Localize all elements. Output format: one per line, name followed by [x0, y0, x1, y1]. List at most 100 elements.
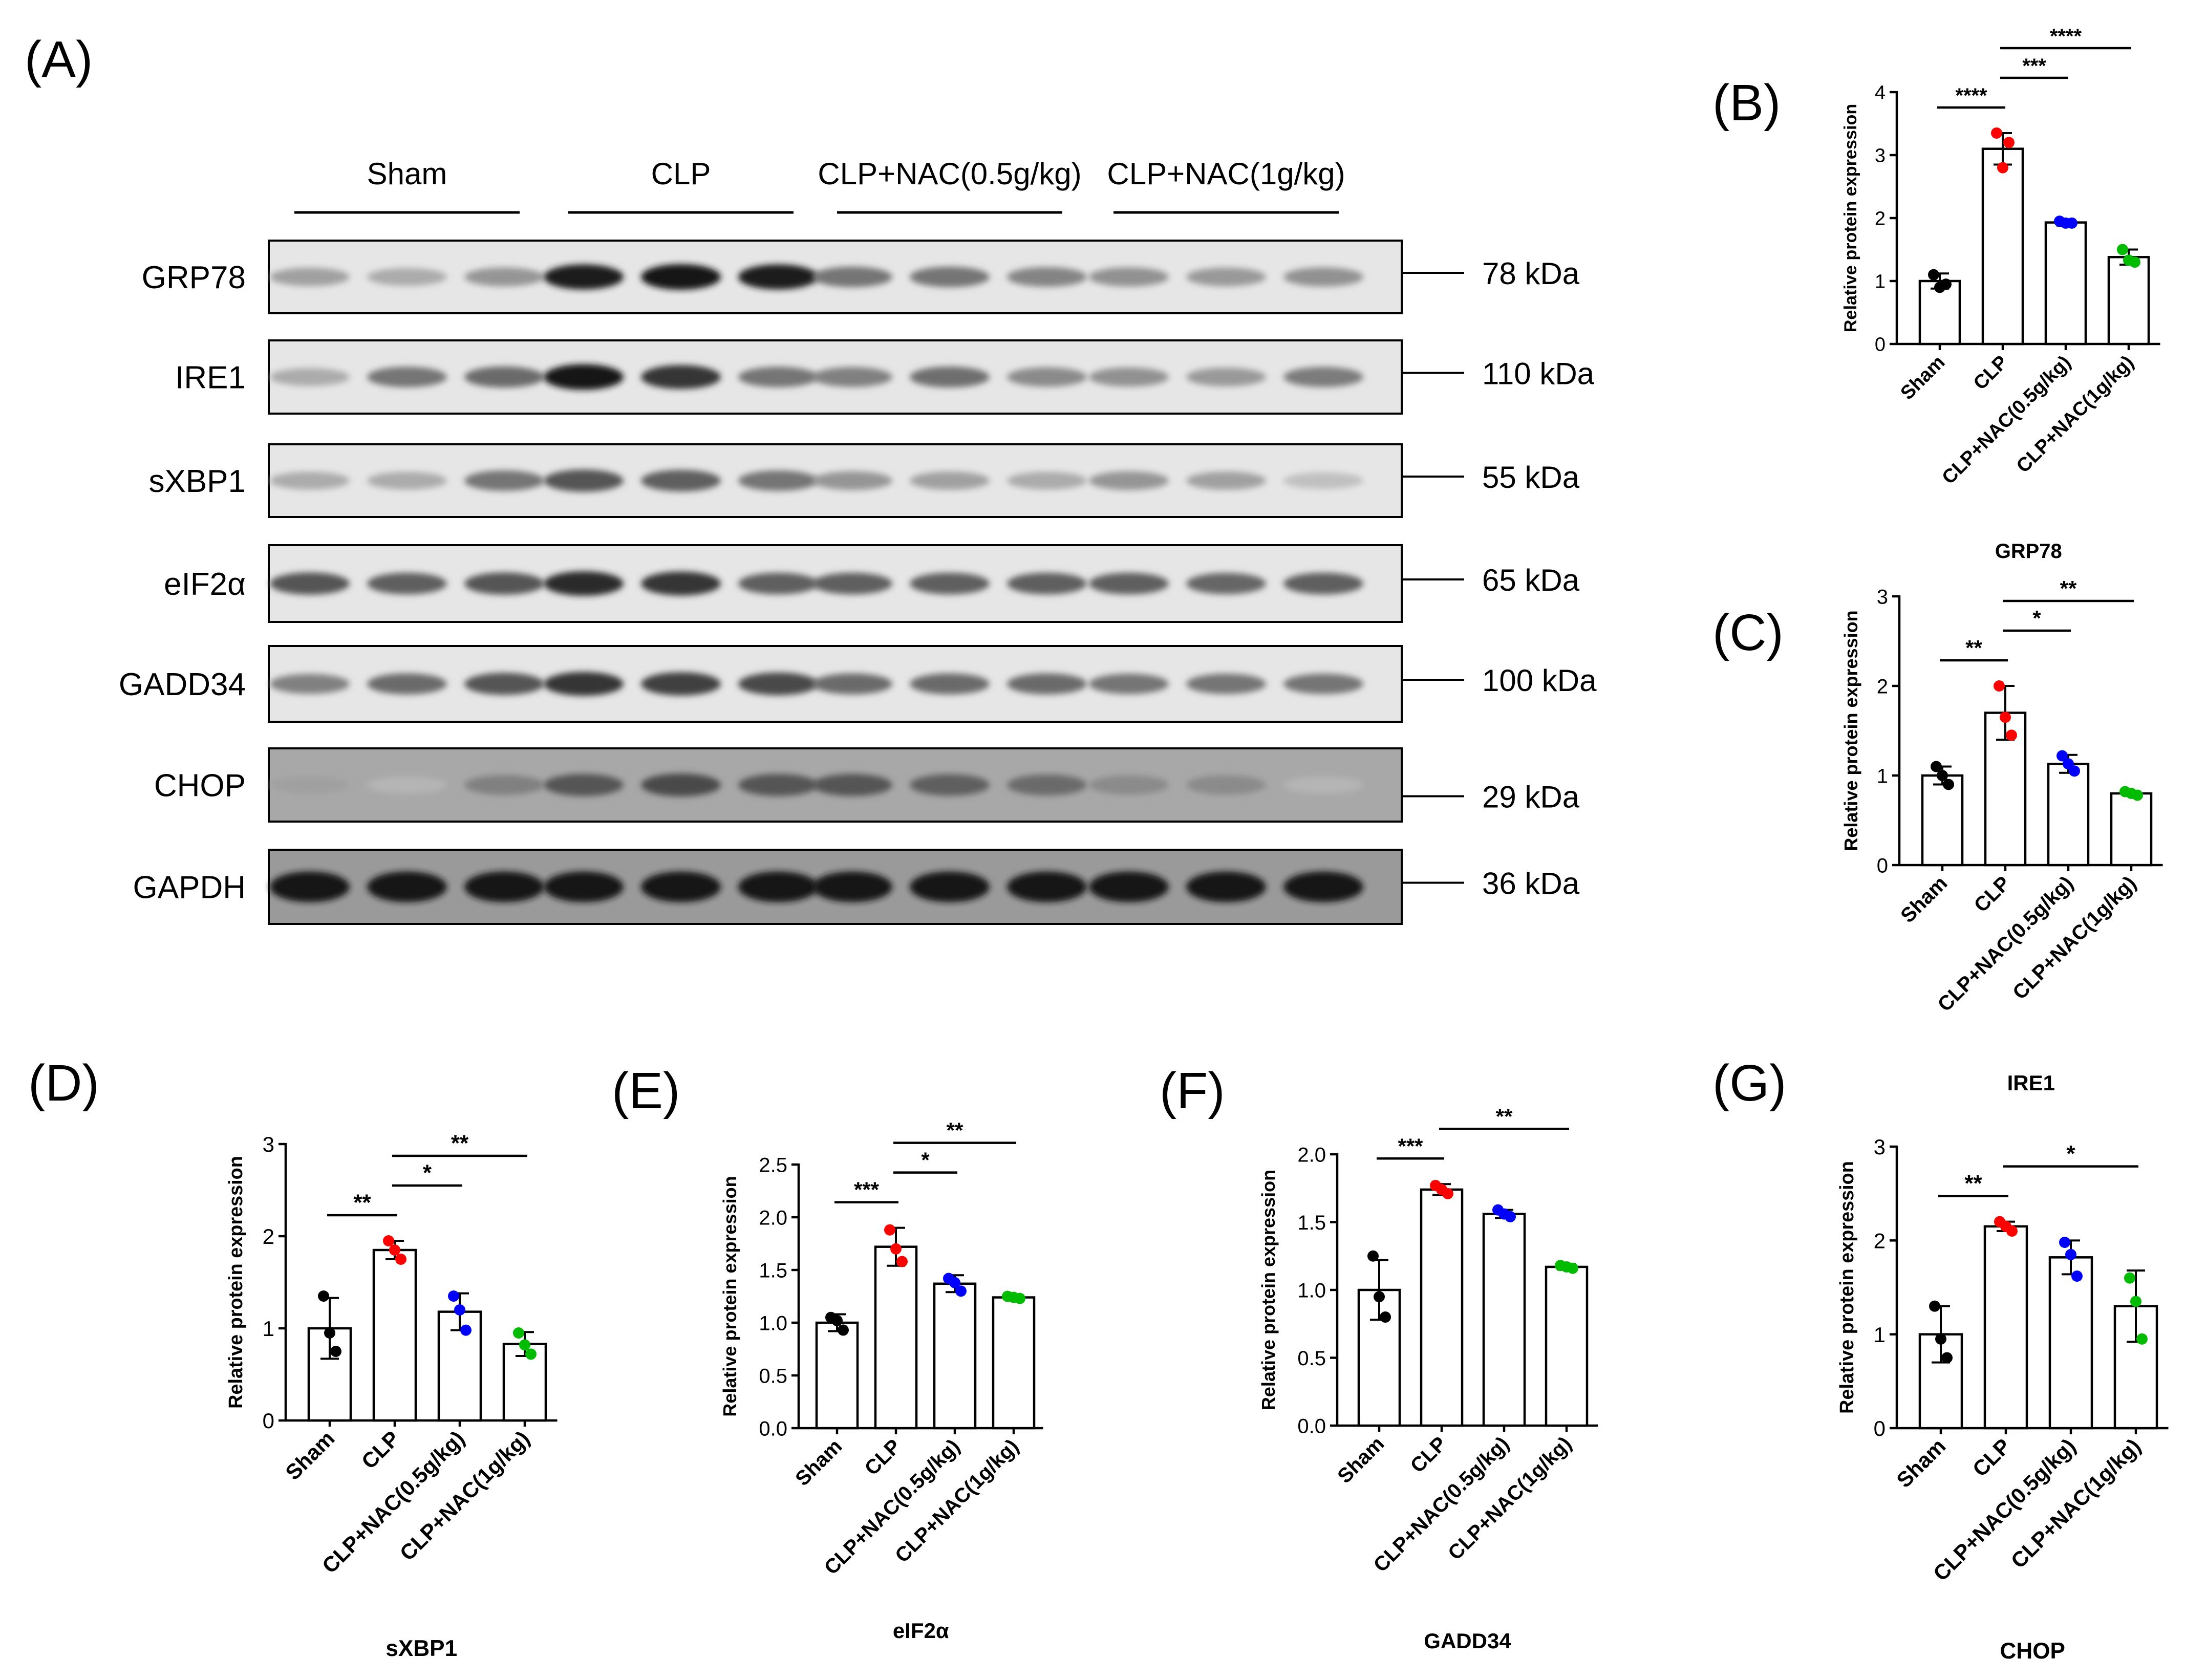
blot-band: [1186, 775, 1266, 795]
blot-band: [641, 469, 721, 492]
y-tick-label: 1.0: [759, 1312, 787, 1334]
data-point: [1008, 1291, 1019, 1303]
y-axis-label: Relative protein expression: [225, 1156, 247, 1409]
blot-band: [738, 367, 818, 387]
data-point: [890, 1243, 902, 1255]
bar-clp-nac-0-5g-kg: [1482, 1213, 1526, 1427]
x-tick-label: Sham: [281, 1426, 339, 1484]
blot-band: [738, 470, 818, 491]
x-tick-label: CLP: [1406, 1432, 1451, 1477]
y-tick-label: 0.0: [759, 1417, 787, 1440]
chart-title: IRE1: [2007, 1071, 2055, 1095]
y-tick-label: 3: [263, 1132, 274, 1156]
blot-band: [367, 367, 447, 387]
data-point: [460, 1324, 472, 1336]
blot-band: [544, 364, 624, 390]
data-point: [318, 1290, 329, 1302]
blot-band: [1186, 471, 1266, 490]
data-point: [1436, 1183, 1447, 1195]
y-tick-label: 0: [1874, 1416, 1886, 1440]
data-point: [1935, 1333, 1946, 1345]
significance-label: *: [2032, 606, 2041, 630]
data-point: [1934, 282, 1945, 293]
data-point: [1994, 680, 2005, 692]
blot-band: [464, 470, 544, 491]
blot-band: [464, 572, 544, 595]
panel-e: (E) 0.0 0.5 1.0 1.5 2.0 2.5 Relative protein e…: [612, 1062, 1043, 1643]
blot-group-label: CLP: [651, 157, 711, 191]
blot-band: [641, 773, 721, 796]
blot-band: [1089, 267, 1169, 287]
blot-band: [910, 572, 990, 595]
blot-band: [812, 572, 892, 595]
blot-band: [464, 673, 544, 695]
x-tick-label: CLP: [1968, 1434, 2016, 1481]
blot-band: [367, 673, 447, 695]
mw-label: 36 kDa: [1482, 867, 1580, 901]
x-tick-label: Sham: [1892, 1434, 1950, 1492]
blot-row-chop: CHOP 29 kDa: [154, 747, 1580, 823]
blot-band: [738, 672, 818, 696]
blot-band: [1089, 471, 1169, 490]
data-point: [454, 1304, 465, 1316]
data-point: [1931, 761, 1942, 772]
blot-band: [464, 366, 544, 388]
protein-label: CHOP: [154, 768, 246, 804]
data-point: [1941, 1352, 1953, 1364]
protein-label: eIF2α: [164, 567, 246, 602]
x-tick-label: CLP: [357, 1426, 404, 1474]
blot-band: [367, 776, 447, 794]
y-tick-label: 1: [263, 1317, 274, 1341]
data-point: [1374, 1291, 1385, 1303]
blot-band: [910, 673, 990, 695]
bar-clp-nac-1g-kg: [992, 1296, 1036, 1430]
significance-label: **: [1964, 1171, 1982, 1196]
chart-title: eIF2α: [893, 1619, 949, 1643]
protein-label: IRE1: [175, 360, 246, 396]
blot-band: [1186, 673, 1266, 695]
y-tick-label: 4: [1875, 82, 1886, 104]
blot-band: [738, 264, 818, 290]
blot-band: [641, 365, 721, 389]
y-tick-label: 0: [1877, 854, 1888, 877]
data-point: [324, 1327, 335, 1339]
mw-label: 65 kDa: [1482, 563, 1580, 597]
x-tick-label: Sham: [1896, 872, 1952, 927]
data-point: [383, 1235, 394, 1246]
y-tick-label: 1.0: [1297, 1279, 1326, 1302]
y-tick-label: 1: [1874, 1323, 1886, 1347]
bar-clp: [1420, 1188, 1464, 1427]
blot-band: [738, 871, 818, 902]
protein-label: GRP78: [142, 260, 246, 295]
y-axis-label: Relative protein expression: [1836, 1161, 1858, 1414]
data-point: [2130, 1296, 2141, 1307]
y-axis-label: Relative protein expression: [1841, 104, 1860, 333]
blot-band: [1007, 673, 1087, 695]
blot-band: [367, 871, 447, 902]
data-point: [1928, 269, 1939, 281]
blot-band: [1186, 871, 1266, 902]
bar-clp-nac-1g-kg: [1545, 1265, 1589, 1427]
blot-band: [812, 266, 892, 288]
blot-row-ire1: IRE1 110 kDa: [175, 339, 1595, 415]
significance-label: *: [921, 1148, 930, 1172]
bar-sham: [815, 1321, 859, 1430]
blot-band: [1186, 368, 1266, 386]
protein-label: GADD34: [119, 667, 246, 702]
protein-label: GAPDH: [133, 870, 246, 906]
y-axis-label: Relative protein expression: [1840, 610, 1861, 851]
panel-g: (G) 0 1 2 3 Relative protein expression Sham C…: [1712, 1054, 2169, 1664]
x-tick-label: CLP+NAC(1g/kg): [1444, 1432, 1576, 1564]
data-point: [2123, 254, 2134, 266]
blot-band: [544, 571, 624, 596]
significance-label: **: [1965, 636, 1982, 660]
blot-band: [1283, 776, 1363, 794]
y-tick-label: 1: [1875, 271, 1886, 293]
x-tick-label: Sham: [1896, 352, 1949, 404]
bar-clp: [874, 1245, 918, 1430]
chart-title: CHOP: [2000, 1639, 2065, 1664]
chart-title: sXBP1: [385, 1636, 457, 1661]
blot-band: [464, 871, 544, 902]
blot-band: [1007, 267, 1087, 287]
y-tick-label: 2: [1877, 675, 1888, 698]
